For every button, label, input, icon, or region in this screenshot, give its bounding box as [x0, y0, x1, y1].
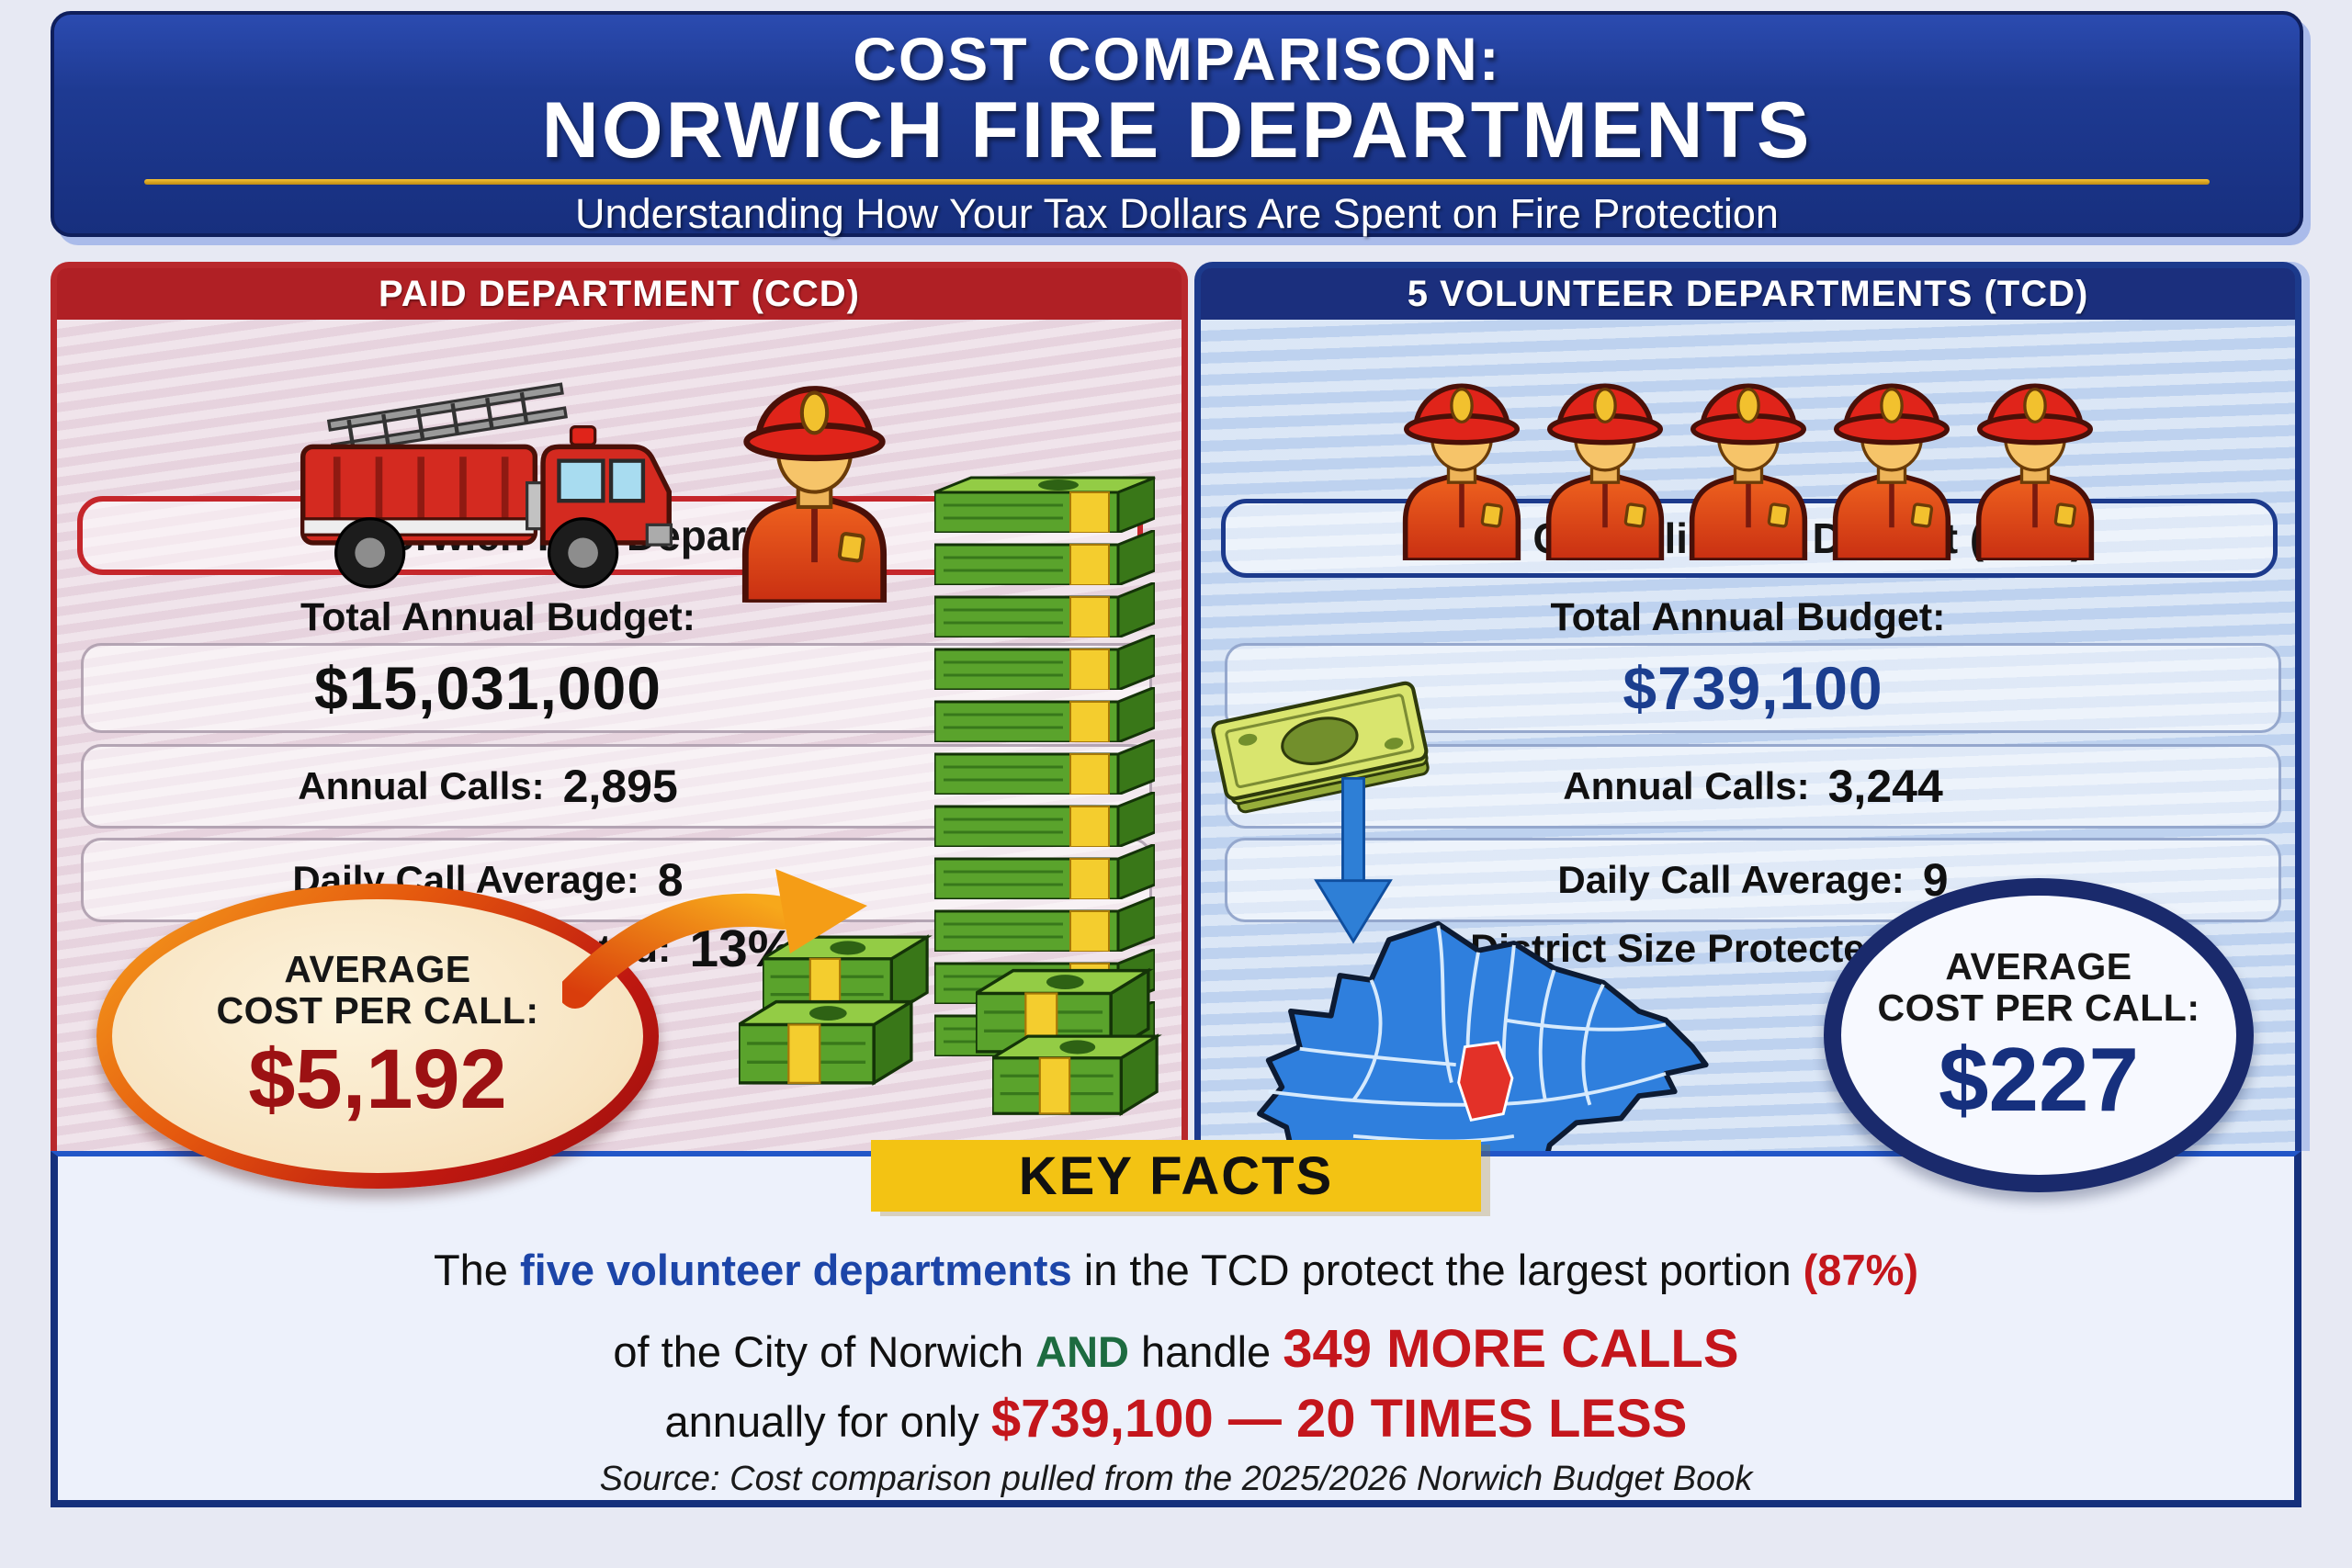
page-title-line1: COST COMPARISON: [853, 25, 1501, 93]
source-note: Source: Cost comparison pulled from the … [599, 1460, 1753, 1498]
five-firefighters-icons [1201, 366, 2295, 560]
volunteer-annual-calls-value: 3,244 [1827, 761, 1943, 812]
volunteer-panel-header: 5 VOLUNTEER DEPARTMENTS (TCD) [1201, 268, 2295, 320]
kf3-highlight-red: $739,100 — 20 TIMES LESS [990, 1389, 1688, 1449]
page-subtitle: Understanding How Your Tax Dollars Are S… [575, 190, 1779, 238]
firefighter-icon [1958, 366, 2112, 560]
volunteer-budget-value: $739,100 [1623, 654, 1883, 722]
paid-avg-cost-badge: AVERAGE COST PER CALL: $5,192 [96, 884, 659, 1189]
kf1-text2: in the TCD protect the largest portion [1071, 1246, 1804, 1294]
header-banner: COST COMPARISON: NORWICH FIRE DEPARTMENT… [51, 11, 2303, 237]
kf2-text: of the City of Norwich [613, 1327, 1036, 1376]
firefighter-icon [1528, 366, 1682, 560]
kf2-highlight-red: 349 MORE CALLS [1283, 1319, 1739, 1379]
paid-budget-label: Total Annual Budget: [300, 595, 695, 639]
volunteer-budget-label: Total Annual Budget: [1550, 595, 1946, 639]
paid-panel-header: PAID DEPARTMENT (CCD) [57, 268, 1182, 320]
paid-budget-value: $15,031,000 [313, 654, 662, 722]
paid-daily-call-value: 8 [657, 854, 684, 906]
paid-avg-cost-value: $5,192 [248, 1032, 507, 1126]
fire-truck-icon [300, 382, 673, 589]
money-bill-icon [1211, 681, 1430, 814]
volunteer-avg-cost-label1: AVERAGE [1945, 944, 2132, 987]
kf1-highlight-red: (87%) [1803, 1246, 1919, 1294]
key-facts-line1: The five volunteer departments in the TC… [58, 1245, 2294, 1295]
volunteer-daily-call-label: Daily Call Average: [1557, 858, 1905, 901]
paid-avg-cost-label2: COST PER CALL: [216, 988, 539, 1032]
gold-divider [143, 179, 2211, 186]
firefighter-icon [1671, 366, 1826, 560]
kf2-text2: handle [1128, 1327, 1283, 1376]
key-facts-line3: annually for only $739,100 — 20 TIMES LE… [58, 1388, 2294, 1450]
kf1-highlight-blue: five volunteer departments [520, 1246, 1072, 1294]
firefighter-icon [720, 364, 909, 603]
key-facts-line2: of the City of Norwich AND handle 349 MO… [58, 1318, 2294, 1380]
paid-avg-cost-label1: AVERAGE [284, 947, 471, 990]
money-bundle-icon [992, 1018, 1181, 1128]
firefighter-icon [1385, 366, 1539, 560]
key-facts-banner: KEY FACTS [871, 1140, 1481, 1212]
curved-arrow-icon [562, 869, 867, 1009]
money-stack-tall-icon [933, 476, 1156, 1056]
volunteer-avg-cost-value: $227 [1938, 1029, 2139, 1131]
firefighter-icon [1815, 366, 1969, 560]
kf3-text: annually for only [664, 1397, 991, 1446]
page-title-line2: NORWICH FIRE DEPARTMENTS [541, 86, 1813, 175]
paid-department-panel: PAID DEPARTMENT (CCD) [51, 262, 1188, 1151]
paid-avg-cost-badge-inner: AVERAGE COST PER CALL: $5,192 [112, 899, 643, 1173]
paid-annual-calls-value: 2,895 [562, 761, 678, 812]
volunteer-avg-cost-badge: AVERAGE COST PER CALL: $227 [1824, 878, 2254, 1192]
kf2-highlight-green: AND [1035, 1327, 1129, 1376]
paid-annual-calls-label: Annual Calls: [298, 764, 545, 807]
kf1-text: The [433, 1246, 520, 1294]
volunteer-avg-cost-label2: COST PER CALL: [1877, 987, 2200, 1029]
district-map-icon [1257, 920, 1709, 1211]
arrow-down-icon [1314, 777, 1393, 944]
volunteer-annual-calls-label: Annual Calls: [1563, 764, 1810, 807]
